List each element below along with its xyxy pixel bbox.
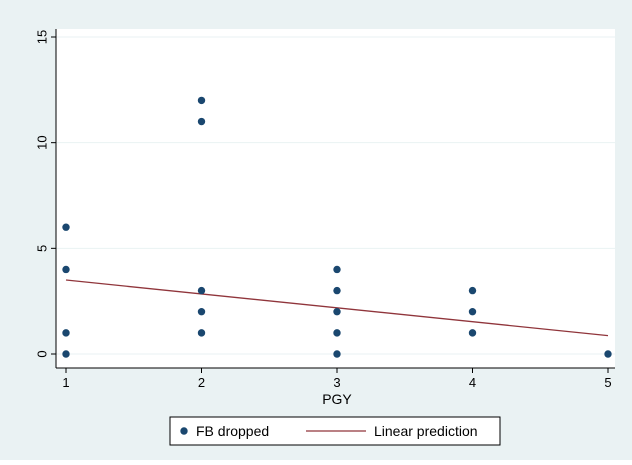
axes: 0 5 10 15 1 2 3 4 5 PGY [35, 29, 615, 407]
y-tick-label: 5 [35, 245, 50, 252]
legend-label-fb-dropped: FB dropped [196, 423, 269, 439]
y-tick-label: 15 [35, 30, 50, 44]
data-point [468, 308, 477, 316]
data-point [197, 329, 206, 337]
data-point [468, 286, 477, 295]
data-point [333, 329, 341, 337]
linear-prediction-line [65, 279, 609, 337]
data-point [333, 308, 341, 316]
x-tick-label: 3 [333, 375, 340, 390]
y-tick-label: 0 [35, 350, 50, 357]
x-tick-label: 2 [198, 375, 205, 390]
x-axis-title: PGY [322, 391, 352, 407]
legend-box [169, 416, 501, 446]
data-point [333, 286, 341, 295]
data-point [197, 308, 206, 316]
data-point [197, 286, 206, 295]
x-tick-label: 5 [604, 375, 611, 390]
data-point [62, 265, 70, 274]
data-point [62, 329, 70, 337]
data-point [197, 96, 206, 105]
data-point [468, 329, 477, 337]
data-point [62, 350, 70, 358]
data-point [333, 350, 341, 358]
gridlines [56, 36, 615, 355]
data-point [197, 117, 206, 126]
data-point [62, 223, 70, 231]
x-tick-label: 4 [469, 375, 476, 390]
series-layer [62, 96, 612, 358]
data-point [333, 265, 341, 274]
legend: FB dropped Linear prediction [169, 416, 501, 446]
legend-marker-fb-dropped [180, 427, 188, 435]
plot-area [56, 29, 615, 368]
y-tick-label: 10 [35, 135, 50, 149]
legend-label-linear-prediction: Linear prediction [374, 423, 478, 439]
data-point [604, 350, 612, 358]
x-tick-label: 1 [62, 375, 69, 390]
